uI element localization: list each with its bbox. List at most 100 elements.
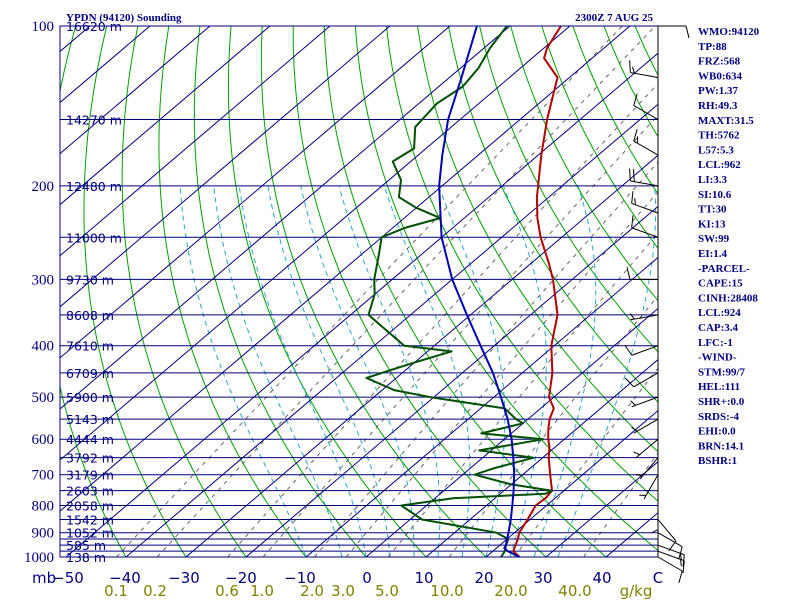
isotherm — [60, 26, 631, 512]
isotherm — [60, 26, 391, 308]
height-label: 5143 m — [66, 412, 114, 427]
wind-barb — [639, 474, 659, 500]
index-line: SHR+:0.0 — [698, 396, 745, 408]
pressure-label-900: 900 — [32, 526, 55, 542]
pressure-label-800: 800 — [32, 499, 55, 515]
mixing-ratio-label: 10.0 — [430, 582, 463, 600]
temperature-tick-label: −50 — [52, 569, 84, 587]
mixing-ratio-label: 0.6 — [215, 582, 239, 600]
wind-barb — [631, 418, 659, 434]
pressure-label-400: 400 — [32, 339, 55, 355]
height-label: 14270 m — [66, 113, 122, 128]
pressure-label-100: 100 — [32, 19, 55, 35]
index-line: EI:1.4 — [698, 248, 728, 260]
index-line: SI:10.6 — [698, 189, 732, 201]
height-label: 1052 m — [66, 526, 114, 541]
wind-barb — [657, 532, 683, 559]
index-line: LCL:924 — [698, 307, 741, 319]
index-line: EHI:0.0 — [698, 426, 736, 438]
pressure-label-700: 700 — [32, 468, 55, 484]
height-label: 16620 m — [66, 19, 122, 34]
height-label: 11000 m — [66, 230, 122, 245]
isotherm — [60, 26, 271, 206]
height-label: 12480 m — [66, 179, 122, 194]
temperature-tick-label: 30 — [533, 569, 552, 587]
wind-barb — [631, 191, 659, 214]
height-label: 2058 m — [66, 499, 114, 514]
index-line: TH:5762 — [698, 130, 740, 142]
temperature-tick-label: 10 — [414, 569, 433, 587]
dry-adiabat — [759, 26, 800, 568]
dry-adiabat — [541, 26, 658, 250]
isotherm — [125, 103, 658, 557]
index-line: FRZ:568 — [698, 56, 741, 68]
index-line: -WIND- — [698, 352, 737, 364]
moist-adiabat — [300, 185, 415, 557]
dry-adiabats — [60, 26, 800, 568]
temperature-tick-label: −40 — [109, 569, 141, 587]
index-line: KI:13 — [698, 218, 726, 230]
wind-barb — [635, 457, 659, 480]
dry-adiabat — [385, 26, 658, 502]
mixing-ratio-label: 40.0 — [558, 582, 591, 600]
index-line: TP:88 — [698, 41, 727, 53]
index-line: CINH:28408 — [698, 292, 758, 304]
isotherm — [245, 205, 658, 557]
index-line: CAPE:15 — [698, 278, 743, 290]
station-title: YPDN (94120) Sounding — [66, 12, 182, 24]
index-line: CAP:3.4 — [698, 322, 739, 334]
index-line: TT:30 — [698, 204, 727, 216]
index-line: -PARCEL- — [698, 263, 750, 275]
mixing-ratio-label: 20.0 — [494, 582, 527, 600]
isotherm — [545, 461, 658, 557]
isotherm — [425, 358, 658, 557]
isotherms — [60, 26, 658, 557]
height-label: 4444 m — [66, 432, 114, 447]
mixing-ratio-label: 5.0 — [375, 582, 399, 600]
isotherm — [365, 307, 658, 557]
index-line: MAXT:31.5 — [698, 115, 754, 127]
wind-barb — [631, 215, 659, 238]
index-line: LFC:-1 — [698, 337, 733, 349]
wind-barb — [629, 313, 659, 321]
mixing-ratio-line — [262, 114, 658, 557]
pressure-unit-label: mb — [32, 569, 56, 587]
isotherm — [60, 26, 451, 359]
isotherm — [305, 256, 658, 557]
index-line: SRDS:-4 — [698, 411, 739, 423]
wind-barb — [629, 60, 659, 78]
temperature-tick-label: −30 — [168, 569, 200, 587]
mixing-ratio-line — [583, 452, 658, 557]
dry-adiabat — [510, 26, 658, 302]
wind-barb — [626, 267, 658, 280]
moist-adiabat — [557, 185, 657, 557]
temperature-tick-label: 0 — [362, 569, 372, 587]
index-line: LI:3.3 — [698, 174, 728, 186]
wind-barb — [629, 168, 659, 187]
height-label: 585 m — [66, 538, 106, 553]
height-label: 3792 m — [66, 451, 114, 466]
mixing-ratio-label: 0.1 — [104, 582, 128, 600]
index-line: PW:1.37 — [698, 85, 739, 97]
sounding-profiles — [365, 26, 562, 557]
temperature-profile — [512, 26, 562, 557]
wind-barb — [657, 550, 685, 574]
height-label: 6709 m — [66, 366, 114, 381]
index-line: RH:49.3 — [698, 100, 738, 112]
dry-adiabat — [323, 26, 607, 557]
index-line: HEL:111 — [698, 381, 740, 393]
pressure-label-200: 200 — [32, 179, 55, 195]
wind-barb — [633, 129, 659, 156]
wind-barb — [633, 93, 659, 120]
parcel-profile — [438, 26, 521, 557]
index-line: WMO:94120 — [698, 26, 760, 38]
index-line: WB0:634 — [698, 70, 743, 82]
wind-barb — [624, 344, 659, 356]
dry-adiabat — [227, 26, 427, 557]
temperature-tick-label: C — [653, 569, 663, 587]
dewpoint-profile — [365, 26, 553, 557]
isotherm — [185, 154, 658, 557]
temperature-tick-label: −20 — [225, 569, 257, 587]
